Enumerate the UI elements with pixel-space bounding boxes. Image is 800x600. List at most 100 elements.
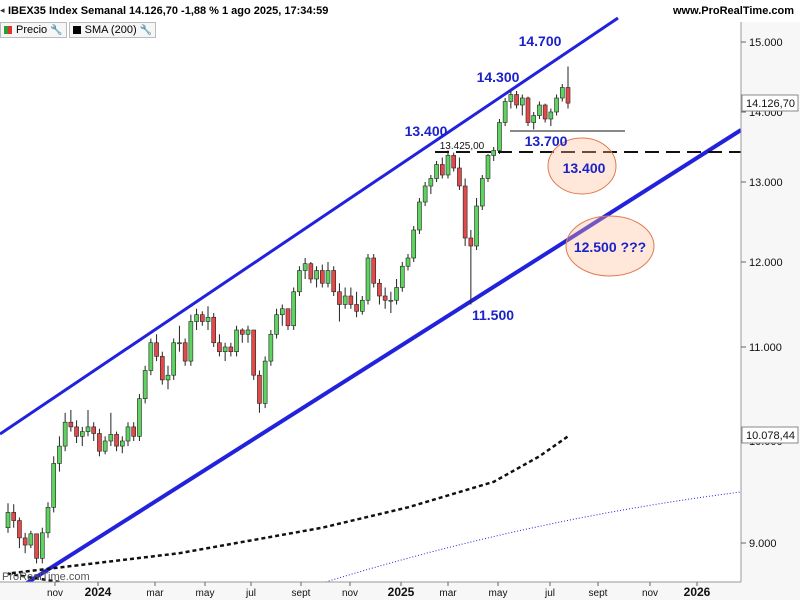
candle-body[interactable] xyxy=(365,257,371,301)
candle-body[interactable] xyxy=(159,356,165,381)
candle-body[interactable] xyxy=(354,304,359,312)
candle-body[interactable] xyxy=(39,532,45,559)
wrench-icon[interactable]: 🔧 xyxy=(139,24,153,36)
candle-body[interactable] xyxy=(119,440,125,447)
candle-body[interactable] xyxy=(388,299,394,302)
candle-body[interactable] xyxy=(97,433,102,452)
candle-body[interactable] xyxy=(102,440,108,452)
candle-body[interactable] xyxy=(17,520,22,539)
candle-body[interactable] xyxy=(342,295,348,305)
candle-body[interactable] xyxy=(274,314,279,335)
candle-body[interactable] xyxy=(228,346,234,352)
candle-body[interactable] xyxy=(542,104,548,120)
candle-body[interactable] xyxy=(171,342,177,376)
collapse-arrow-icon[interactable]: ◂ xyxy=(0,5,5,15)
candle-body[interactable] xyxy=(199,314,205,322)
candle-body[interactable] xyxy=(554,97,559,113)
candle-body[interactable] xyxy=(399,265,405,288)
candle-body[interactable] xyxy=(382,295,388,301)
candle-body[interactable] xyxy=(5,512,11,529)
candle-body[interactable] xyxy=(457,167,462,187)
candle-body[interactable] xyxy=(445,155,451,176)
candle-body[interactable] xyxy=(217,342,222,352)
candle-body[interactable] xyxy=(405,257,411,267)
candle-body[interactable] xyxy=(85,426,91,432)
candle-body[interactable] xyxy=(411,229,417,259)
long-term-dotted-line[interactable] xyxy=(299,491,742,591)
candle-body[interactable] xyxy=(28,533,34,546)
candle-body[interactable] xyxy=(154,342,159,357)
candle-body[interactable] xyxy=(137,398,142,437)
candle-body[interactable] xyxy=(485,155,491,179)
candle-body[interactable] xyxy=(548,111,554,120)
legend-sma[interactable]: SMA (200) 🔧 xyxy=(68,22,157,38)
candle-body[interactable] xyxy=(51,463,57,508)
candle-body[interactable] xyxy=(439,164,445,176)
candle-body[interactable] xyxy=(68,421,74,428)
candle-body[interactable] xyxy=(559,87,565,99)
candle-body[interactable] xyxy=(257,374,262,404)
candle-body[interactable] xyxy=(474,205,479,247)
candle-body[interactable] xyxy=(205,316,211,322)
candle-body[interactable] xyxy=(177,342,182,345)
candle-body[interactable] xyxy=(194,314,199,322)
candle-body[interactable] xyxy=(468,237,474,247)
candle-body[interactable] xyxy=(565,87,571,104)
candle-body[interactable] xyxy=(11,512,17,521)
candle-body[interactable] xyxy=(291,291,297,327)
candle-body[interactable] xyxy=(148,342,154,371)
candle-body[interactable] xyxy=(302,263,308,271)
candle-body[interactable] xyxy=(125,426,131,442)
candle-body[interactable] xyxy=(285,308,291,327)
candle-body[interactable] xyxy=(211,316,217,344)
candle-body[interactable] xyxy=(508,94,514,102)
candle-body[interactable] xyxy=(34,533,39,559)
candle-body[interactable] xyxy=(79,431,85,437)
candle-body[interactable] xyxy=(502,101,508,123)
candle-body[interactable] xyxy=(371,257,377,284)
candle-body[interactable] xyxy=(131,426,137,437)
upper-channel-line[interactable] xyxy=(0,16,619,436)
candle-body[interactable] xyxy=(239,329,245,335)
candle-body[interactable] xyxy=(182,342,188,362)
legend-price[interactable]: Precio 🔧 xyxy=(0,22,67,38)
candle-body[interactable] xyxy=(165,374,171,381)
candle-body[interactable] xyxy=(377,282,382,297)
candle-body[interactable] xyxy=(308,263,314,280)
candle-body[interactable] xyxy=(537,104,542,116)
candle-body[interactable] xyxy=(497,122,502,151)
candle-body[interactable] xyxy=(519,97,525,106)
candle-body[interactable] xyxy=(262,360,268,404)
candle-body[interactable] xyxy=(222,346,228,352)
candle-body[interactable] xyxy=(331,270,337,293)
candle-body[interactable] xyxy=(491,150,497,156)
candle-body[interactable] xyxy=(22,537,28,546)
wrench-icon[interactable]: 🔧 xyxy=(50,24,63,36)
candle-body[interactable] xyxy=(514,94,519,106)
candle-body[interactable] xyxy=(525,97,531,123)
candle-body[interactable] xyxy=(479,178,485,207)
site-url[interactable]: www.ProRealTime.com xyxy=(672,5,794,17)
candle-body[interactable] xyxy=(188,321,194,362)
candle-body[interactable] xyxy=(428,178,434,187)
candle-body[interactable] xyxy=(434,164,439,179)
candle-body[interactable] xyxy=(142,370,148,400)
candle-body[interactable] xyxy=(325,270,331,284)
candle-body[interactable] xyxy=(268,333,274,362)
candle-body[interactable] xyxy=(451,155,457,169)
candle-body[interactable] xyxy=(45,506,51,534)
candle-body[interactable] xyxy=(531,115,537,123)
candle-body[interactable] xyxy=(234,329,239,353)
candle-body[interactable] xyxy=(114,434,119,447)
candle-body[interactable] xyxy=(314,270,319,280)
candle-body[interactable] xyxy=(91,426,97,434)
candle-body[interactable] xyxy=(319,270,325,284)
candle-body[interactable] xyxy=(462,185,468,239)
candle-body[interactable] xyxy=(394,287,399,301)
candle-body[interactable] xyxy=(422,185,428,203)
candle-body[interactable] xyxy=(337,291,342,305)
sma-200-line[interactable] xyxy=(7,435,569,600)
candle-body[interactable] xyxy=(57,445,62,464)
candle-body[interactable] xyxy=(279,308,285,315)
